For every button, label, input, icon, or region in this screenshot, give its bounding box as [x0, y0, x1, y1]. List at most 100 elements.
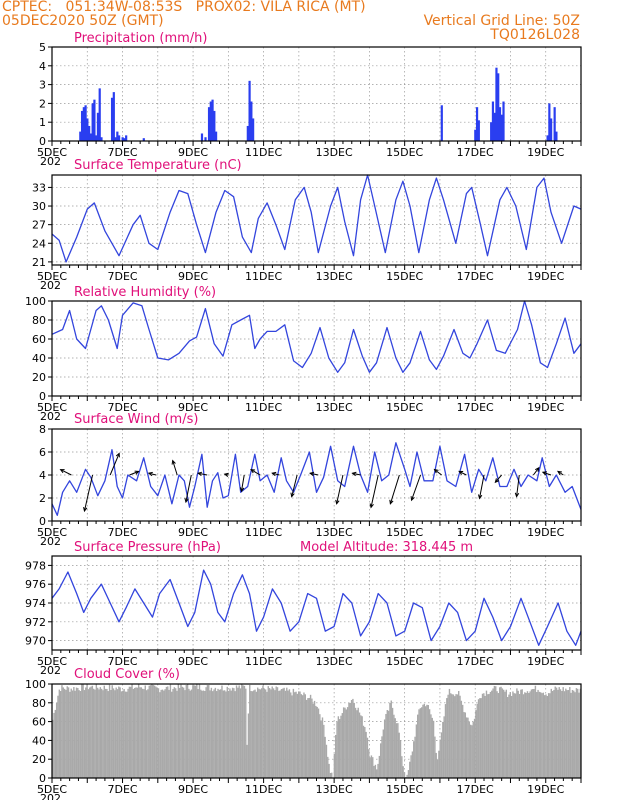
x-tick-label: 11DEC [245, 270, 282, 283]
cloud-bar [508, 694, 510, 778]
cloud-bar [168, 689, 170, 778]
precip-bar [477, 120, 480, 141]
x-tick-label: 15DEC [386, 401, 423, 414]
x-tick-label: 7DEC [107, 526, 137, 539]
cloud-bar [543, 695, 546, 778]
cloud-bar [579, 688, 582, 778]
cloud-bar [57, 695, 59, 778]
cloud-bar [317, 708, 320, 778]
cloud-bar [251, 691, 254, 778]
cloud-bar [77, 687, 79, 778]
cloud-bar [575, 688, 578, 778]
precip-bar [495, 67, 498, 141]
precip-bar [123, 138, 126, 141]
cloud-bar [301, 695, 304, 778]
cloud-bar [528, 692, 530, 778]
cloud-bar [66, 686, 68, 778]
cloud-bar [169, 684, 172, 778]
precip-bar [246, 125, 249, 141]
cloud-bar [98, 689, 100, 778]
panel-6: 0 20 40 60 80 100 5DEC 7DEC 9DEC 11DEC 13DEC 15DEC 1… [25, 667, 582, 800]
cloud-bar [119, 687, 121, 778]
x-tick-label: 13DEC [316, 146, 353, 159]
cloud-bar [337, 716, 340, 778]
cloud-bar [231, 687, 234, 778]
precip-bar [553, 107, 556, 141]
x-tick-label: 5DEC [37, 401, 67, 414]
cloud-bar [260, 688, 263, 778]
precip-bar [88, 125, 91, 141]
cloud-bar [456, 694, 459, 778]
cloud-bar [555, 687, 558, 778]
precip-bar [555, 131, 558, 141]
cloud-bar [172, 688, 174, 778]
cloud-bar [336, 721, 338, 778]
cloud-bar [499, 687, 501, 778]
cloud-bar [344, 707, 346, 778]
cloud-bar [333, 753, 336, 778]
wind-vector [370, 474, 379, 508]
cloud-bar [340, 715, 342, 778]
panel-5: 970 972 974 976 978 5DEC 7DEC 9DEC 11DEC 13DEC 15D… [25, 540, 582, 677]
cloud-bar [324, 736, 326, 778]
cloud-bar [133, 687, 136, 778]
y-tick-label: 20 [32, 371, 46, 384]
cloud-bar [53, 712, 55, 778]
cloud-bar [200, 689, 202, 778]
cloud-bar [214, 687, 217, 778]
cloud-bar [459, 695, 461, 778]
cloud-bar [349, 702, 351, 778]
cloud-bar [234, 691, 236, 778]
cloud-bar [319, 714, 321, 778]
cloud-bar [563, 691, 566, 778]
wind-arrowhead [389, 499, 394, 505]
cloud-bar [161, 689, 164, 778]
cloud-bar [83, 690, 86, 778]
cloud-bar [132, 688, 135, 778]
cloud-bar [415, 724, 418, 778]
cloud-bar [423, 703, 426, 778]
cloud-bar [87, 689, 90, 778]
cloud-bar [505, 689, 508, 778]
cloud-bar [215, 691, 218, 778]
panel-4: 0 2 4 6 8 5DEC 7DEC 9DEC 11DEC 13DEC 15DEC 17DEC 19D… [37, 412, 582, 548]
wind-arrowhead [271, 471, 277, 477]
y-tick-label: 8 [39, 423, 46, 436]
wind-vector [411, 474, 422, 501]
cloud-bar [577, 688, 579, 778]
cloud-bar [525, 692, 527, 778]
cloud-bar [381, 736, 383, 778]
precip-bar [214, 131, 218, 141]
cloud-bar [353, 702, 355, 778]
cloud-bar [573, 690, 575, 778]
cloud-bar [532, 689, 534, 778]
x-tick-label: 17DEC [457, 146, 494, 159]
cloud-bar [92, 688, 95, 778]
wind-vector [172, 460, 178, 476]
cloud-bar [186, 684, 189, 778]
cloud-bar [104, 688, 107, 778]
cloud-bar [65, 689, 67, 778]
cloud-bar [123, 688, 125, 778]
wind-arrowhead [171, 459, 176, 465]
cloud-bar [181, 686, 184, 778]
cloud-bar [182, 687, 185, 778]
x-year-label: 202 [40, 155, 61, 168]
cloud-bar [73, 687, 75, 778]
y-tick-label: 0 [39, 135, 46, 148]
precip-bar [252, 118, 255, 141]
cloud-bar [413, 741, 415, 778]
panel-title: Cloud Cover (%) [74, 667, 180, 682]
cloud-bar [432, 720, 435, 778]
cloud-bar [151, 684, 153, 778]
cloud-bar [569, 687, 571, 778]
wind-vector [129, 470, 139, 476]
cloud-bar [75, 687, 78, 778]
cloud-bar [171, 691, 173, 778]
cloud-bar [414, 736, 416, 778]
cloud-bar [510, 695, 513, 778]
cloud-bar [492, 688, 494, 778]
cloud-bar [69, 691, 71, 778]
cloud-bar [307, 698, 309, 778]
cloud-bar [222, 690, 225, 778]
